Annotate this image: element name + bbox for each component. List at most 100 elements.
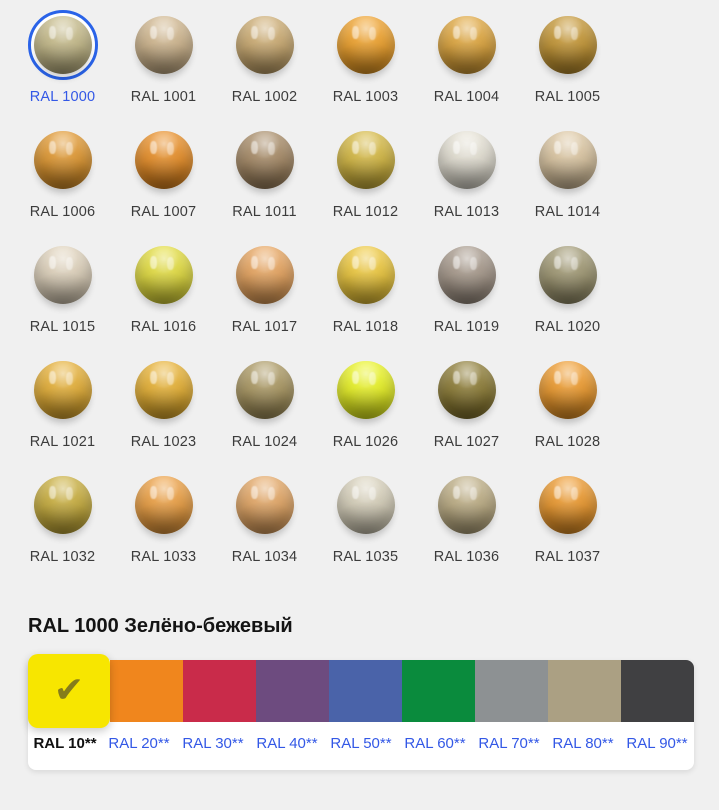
swatch-ral-1006[interactable]: RAL 1006 — [12, 125, 113, 240]
swatch-label: RAL 1035 — [332, 549, 399, 565]
swatch-ral-1021[interactable]: RAL 1021 — [12, 355, 113, 470]
sphere-ring — [533, 240, 603, 310]
swatch-label: RAL 1012 — [332, 204, 399, 220]
group-tile-ral-40[interactable] — [255, 660, 329, 722]
sphere-ring — [28, 240, 98, 310]
swatch-ral-1019[interactable]: RAL 1019 — [416, 240, 517, 355]
group-tile-ral-60[interactable] — [401, 660, 475, 722]
swatch-ral-1034[interactable]: RAL 1034 — [214, 470, 315, 585]
swatch-label: RAL 1018 — [332, 319, 399, 335]
swatch-ral-1001[interactable]: RAL 1001 — [113, 10, 214, 125]
group-tab-ral-50[interactable]: RAL 50** — [330, 735, 392, 752]
swatch-ral-1005[interactable]: RAL 1005 — [517, 10, 618, 125]
swatch-ral-1011[interactable]: RAL 1011 — [214, 125, 315, 240]
group-tab-ral-70[interactable]: RAL 70** — [478, 735, 540, 752]
sphere-ring — [28, 125, 98, 195]
color-grid: RAL 1000 RAL 1001 RAL 1002 RAL 1003 RAL 1004… — [0, 0, 719, 585]
color-sphere — [134, 476, 193, 534]
color-sphere — [437, 361, 496, 419]
swatch-label: RAL 1020 — [534, 319, 601, 335]
sphere-ring — [129, 470, 199, 540]
swatch-ral-1036[interactable]: RAL 1036 — [416, 470, 517, 585]
group-tile-ral-20[interactable] — [109, 660, 183, 722]
group-tab-ral-90[interactable]: RAL 90** — [626, 735, 688, 752]
swatch-label: RAL 1013 — [433, 204, 500, 220]
swatch-ral-1013[interactable]: RAL 1013 — [416, 125, 517, 240]
sphere-ring — [432, 240, 502, 310]
swatch-ral-1004[interactable]: RAL 1004 — [416, 10, 517, 125]
swatch-ral-1035[interactable]: RAL 1035 — [315, 470, 416, 585]
color-sphere — [538, 16, 597, 74]
sphere-ring — [230, 355, 300, 425]
swatch-ral-1002[interactable]: RAL 1002 — [214, 10, 315, 125]
color-sphere — [538, 131, 597, 189]
swatch-ral-1027[interactable]: RAL 1027 — [416, 355, 517, 470]
swatch-label: RAL 1026 — [332, 434, 399, 450]
swatch-label: RAL 1003 — [332, 89, 399, 105]
swatch-ral-1017[interactable]: RAL 1017 — [214, 240, 315, 355]
swatch-ral-1016[interactable]: RAL 1016 — [113, 240, 214, 355]
swatch-ral-1014[interactable]: RAL 1014 — [517, 125, 618, 240]
group-tile-ral-10[interactable]: ✔ — [28, 654, 110, 728]
color-sphere — [134, 246, 193, 304]
color-sphere — [336, 246, 395, 304]
sphere-ring — [331, 10, 401, 80]
swatch-label: RAL 1014 — [534, 204, 601, 220]
group-tab-ral-80[interactable]: RAL 80** — [552, 735, 614, 752]
sphere-ring — [230, 10, 300, 80]
color-sphere — [235, 246, 294, 304]
swatch-ral-1003[interactable]: RAL 1003 — [315, 10, 416, 125]
sphere-ring — [129, 240, 199, 310]
color-sphere — [336, 131, 395, 189]
color-sphere — [33, 361, 92, 419]
swatch-ral-1028[interactable]: RAL 1028 — [517, 355, 618, 470]
swatch-ral-1033[interactable]: RAL 1033 — [113, 470, 214, 585]
swatch-ral-1032[interactable]: RAL 1032 — [12, 470, 113, 585]
swatch-ral-1023[interactable]: RAL 1023 — [113, 355, 214, 470]
group-tab-ral-20[interactable]: RAL 20** — [108, 735, 170, 752]
swatch-ral-1020[interactable]: RAL 1020 — [517, 240, 618, 355]
swatch-ral-1015[interactable]: RAL 1015 — [12, 240, 113, 355]
selected-ring — [27, 10, 98, 80]
swatch-ral-1012[interactable]: RAL 1012 — [315, 125, 416, 240]
swatch-label: RAL 1032 — [29, 549, 96, 565]
swatch-label: RAL 1027 — [433, 434, 500, 450]
group-tile-ral-90[interactable] — [621, 660, 695, 722]
color-sphere — [33, 16, 92, 74]
color-sphere — [336, 476, 395, 534]
swatch-ral-1026[interactable]: RAL 1026 — [315, 355, 416, 470]
color-sphere — [33, 246, 92, 304]
swatch-label: RAL 1016 — [130, 319, 197, 335]
color-sphere — [437, 131, 496, 189]
swatch-ral-1007[interactable]: RAL 1007 — [113, 125, 214, 240]
swatch-ral-1018[interactable]: RAL 1018 — [315, 240, 416, 355]
group-tab-ral-30[interactable]: RAL 30** — [182, 735, 244, 752]
group-tab-ral-60[interactable]: RAL 60** — [404, 735, 466, 752]
sphere-ring — [28, 470, 98, 540]
color-sphere — [437, 476, 496, 534]
swatch-label: RAL 1024 — [231, 434, 298, 450]
swatch-label: RAL 1033 — [130, 549, 197, 565]
group-tiles: ✔ — [28, 654, 695, 728]
color-sphere — [235, 361, 294, 419]
sphere-ring — [28, 355, 98, 425]
group-tile-ral-80[interactable] — [547, 660, 622, 722]
color-sphere — [336, 16, 395, 74]
group-tile-ral-50[interactable] — [328, 660, 402, 722]
group-tab-ral-10[interactable]: RAL 10** — [33, 735, 97, 752]
swatch-label: RAL 1017 — [231, 319, 298, 335]
sphere-ring — [533, 470, 603, 540]
group-tabs: RAL 10** RAL 20** RAL 30** RAL 40** RAL 50**… — [28, 722, 694, 770]
group-tile-ral-30[interactable] — [182, 660, 256, 722]
swatch-ral-1037[interactable]: RAL 1037 — [517, 470, 618, 585]
color-sphere — [235, 131, 294, 189]
swatch-ral-1000[interactable]: RAL 1000 — [12, 10, 113, 125]
sphere-ring — [230, 470, 300, 540]
color-sphere — [134, 131, 193, 189]
group-tile-ral-70[interactable] — [474, 660, 548, 722]
color-sphere — [336, 361, 395, 419]
color-sphere — [33, 476, 92, 534]
swatch-ral-1024[interactable]: RAL 1024 — [214, 355, 315, 470]
group-tab-ral-40[interactable]: RAL 40** — [256, 735, 318, 752]
sphere-ring — [432, 355, 502, 425]
